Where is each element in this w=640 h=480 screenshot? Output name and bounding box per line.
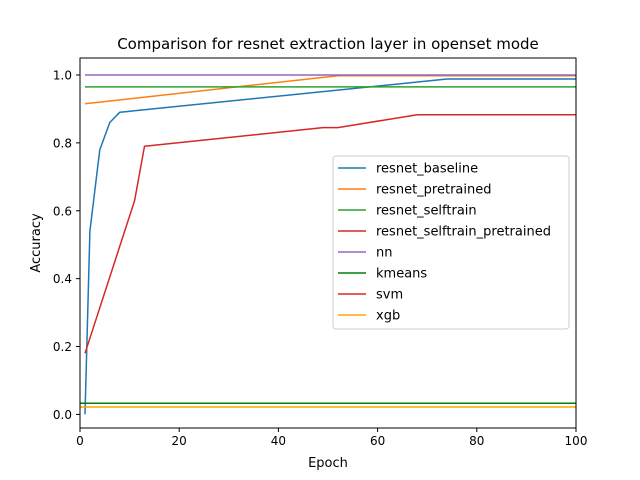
y-axis-label: Accuracy	[29, 213, 44, 273]
x-tick-label: 100	[565, 434, 588, 448]
x-tick-label: 40	[271, 434, 286, 448]
legend-label: resnet_baseline	[376, 162, 478, 177]
legend-label: resnet_selftrain_pretrained	[376, 225, 551, 240]
legend-label: nn	[376, 246, 392, 261]
y-tick-label: 0.0	[53, 408, 72, 422]
x-axis-ticks: 0 20 40 60 80 100	[76, 428, 587, 448]
x-tick-label: 0	[76, 434, 84, 448]
y-tick-label: 1.0	[53, 68, 72, 82]
legend-label: xgb	[376, 309, 400, 324]
chart-title: Comparison for resnet extraction layer i…	[117, 35, 539, 53]
y-axis-ticks: 0.0 0.2 0.4 0.6 0.8 1.0	[53, 68, 80, 422]
x-tick-label: 60	[370, 434, 385, 448]
legend-label: kmeans	[376, 267, 427, 282]
x-axis-label: Epoch	[308, 456, 348, 471]
plot-frame	[79, 57, 577, 429]
legend-label: resnet_selftrain	[376, 204, 477, 219]
series-line-resnet-selftrain-pretrained	[84, 113, 576, 354]
legend-label: resnet_pretrained	[376, 183, 491, 198]
legend-label: svm	[376, 288, 403, 303]
y-tick-label: 0.2	[53, 340, 72, 354]
legend-box	[332, 155, 570, 330]
x-tick-label: 80	[469, 434, 484, 448]
x-tick-label: 20	[172, 434, 187, 448]
y-tick-label: 0.4	[53, 272, 72, 286]
series-layer	[80, 74, 576, 415]
legend: resnet_baseline resnet_pretrained resnet_s…	[332, 155, 570, 330]
y-tick-label: 0.8	[53, 136, 72, 150]
series-line-resnet-baseline	[84, 78, 576, 415]
y-tick-label: 0.6	[53, 204, 72, 218]
